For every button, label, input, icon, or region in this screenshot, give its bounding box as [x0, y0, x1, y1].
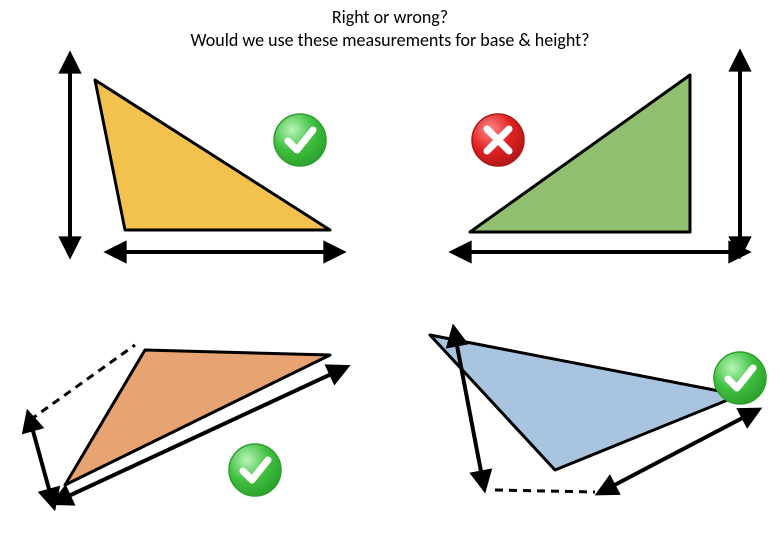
panel-bottom-left [30, 345, 340, 500]
panel-top-left [70, 62, 335, 252]
check-icon [274, 114, 326, 166]
diagram-canvas [0, 0, 780, 540]
check-icon [229, 444, 281, 496]
panel-bottom-right [430, 335, 766, 492]
dashed-guide [495, 490, 595, 492]
cross-icon [472, 114, 524, 166]
check-icon [714, 352, 766, 404]
panel-top-right [460, 60, 740, 252]
measurement-arrow [30, 420, 52, 500]
triangle [65, 350, 330, 485]
